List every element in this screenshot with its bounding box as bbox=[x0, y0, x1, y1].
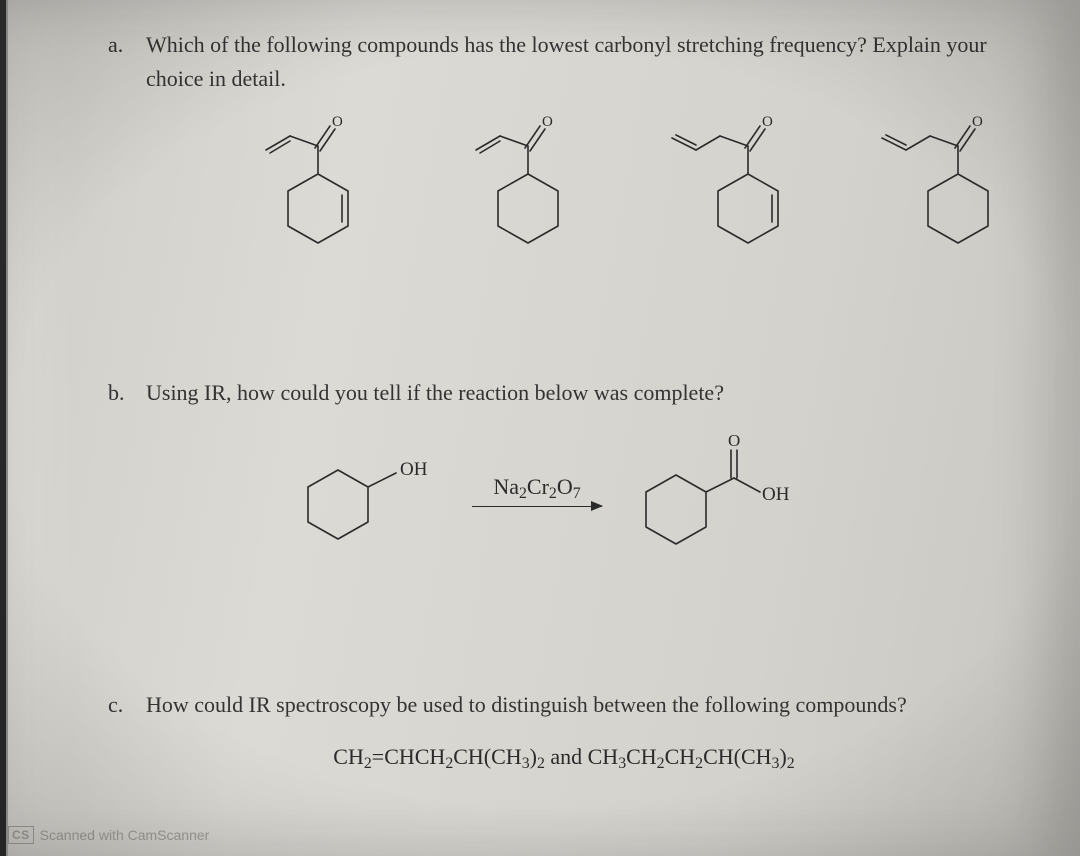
question-c-label: c. bbox=[108, 688, 132, 722]
question-a-text: Which of the following compounds has the… bbox=[146, 28, 1020, 96]
product-svg: O OH bbox=[626, 430, 806, 550]
question-b: b. Using IR, how could you tell if the r… bbox=[108, 376, 1020, 550]
question-a: a. Which of the following compounds has … bbox=[108, 28, 1020, 264]
formula-connector: and bbox=[550, 744, 582, 769]
reagent-label: Na2Cr2O7 bbox=[493, 474, 580, 503]
scanned-page: a. Which of the following compounds has … bbox=[6, 0, 1080, 856]
four-molecules-svg: O O bbox=[218, 114, 1038, 264]
page-content: a. Which of the following compounds has … bbox=[8, 0, 1080, 856]
product-o-label: O bbox=[728, 431, 740, 450]
question-a-label: a. bbox=[108, 28, 132, 62]
cs-badge: CS bbox=[8, 826, 34, 844]
reactant-oh-label: OH bbox=[400, 459, 428, 480]
question-c: c. How could IR spectroscopy be used to … bbox=[108, 688, 1020, 773]
question-b-reaction: OH Na2Cr2O7 O OH bbox=[288, 430, 1020, 550]
svg-text:O: O bbox=[542, 114, 553, 130]
scanner-watermark: CS Scanned with CamScanner bbox=[8, 826, 209, 844]
question-a-figure: O O bbox=[218, 114, 1020, 264]
question-c-formula: CH2=CHCH2CH(CH3)2 and CH3CH2CH2CH(CH3)2 bbox=[108, 744, 1020, 773]
svg-text:O: O bbox=[332, 114, 343, 130]
reactant-svg: OH bbox=[288, 435, 448, 545]
svg-text:O: O bbox=[762, 114, 773, 130]
svg-text:O: O bbox=[972, 114, 983, 130]
question-b-label: b. bbox=[108, 376, 132, 410]
question-c-text: How could IR spectroscopy be used to dis… bbox=[146, 688, 907, 722]
product-oh-label: OH bbox=[762, 484, 790, 505]
reaction-arrow-icon bbox=[472, 506, 602, 508]
scanner-text: Scanned with CamScanner bbox=[40, 827, 210, 843]
reagent-block: Na2Cr2O7 bbox=[472, 474, 602, 507]
question-b-text: Using IR, how could you tell if the reac… bbox=[146, 376, 724, 410]
